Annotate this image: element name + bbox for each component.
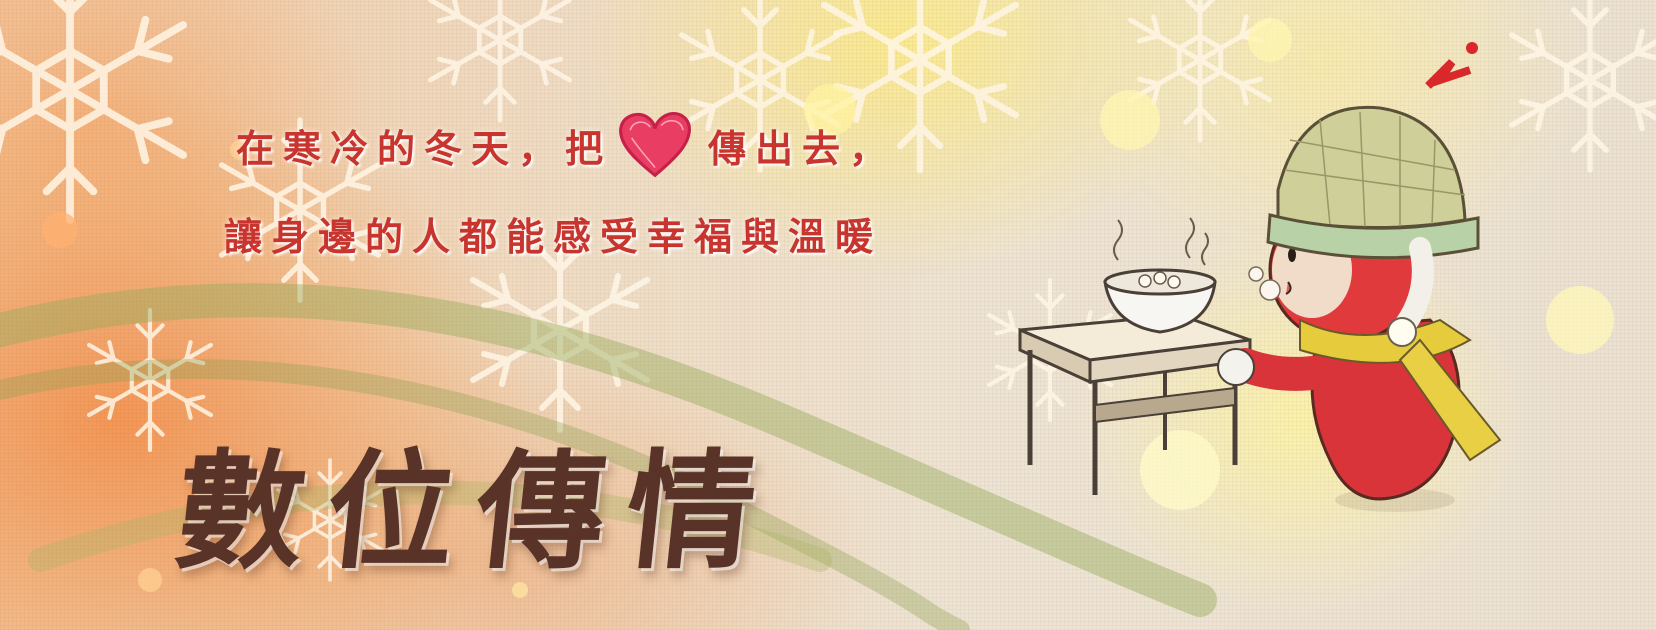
bowl-drawing [1103,217,1217,334]
tagline-line-1-start: 在寒冷的冬天，把 [236,125,613,171]
tagline-line-1: 在寒冷的冬天，把 傳出去， [236,110,896,180]
mascot-illustration [1018,42,1502,512]
headline-title: 數位傳情 [168,437,785,587]
tagline-line-1-end: 傳出去， [708,125,897,171]
snowflake-icon [430,0,569,120]
heart-icon [619,112,691,178]
snowflake-icon [1512,0,1656,170]
mascot-character [1217,42,1502,512]
snowflake-icon [0,0,183,220]
tagline-line-2: 讓身邊的人都能感受幸福與溫暖 [224,214,883,259]
light-bokeh [42,18,1614,598]
table-drawing [1018,313,1252,495]
